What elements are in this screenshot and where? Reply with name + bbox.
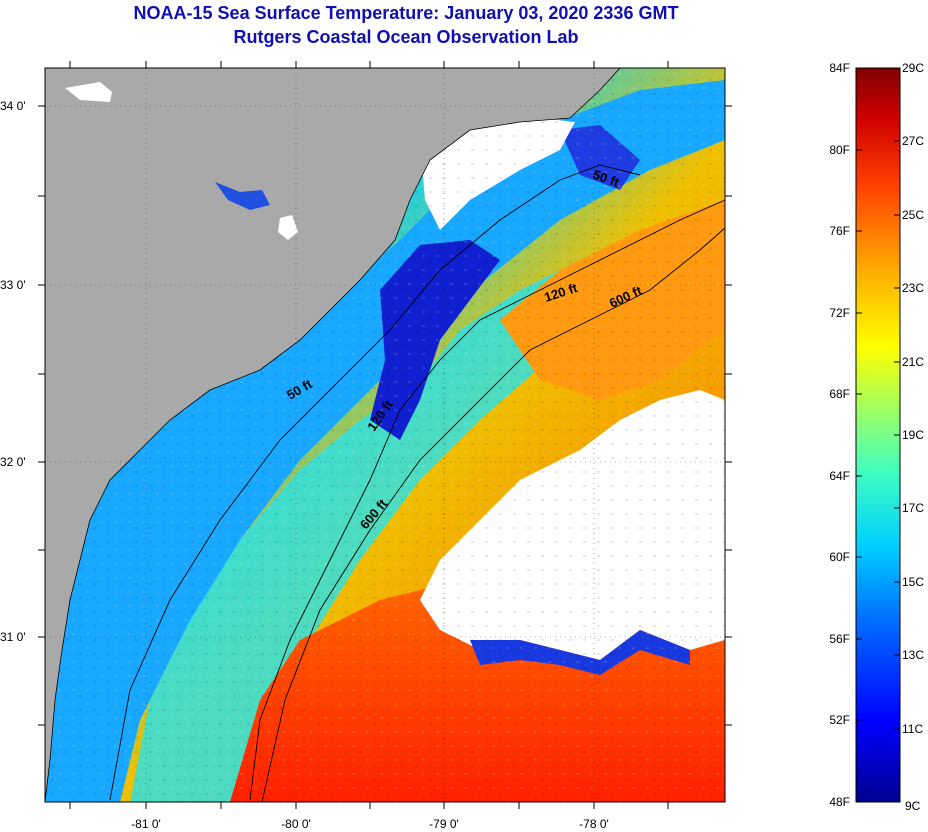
graticule bbox=[45, 68, 725, 802]
lat-label-31: 31 0' bbox=[0, 630, 26, 644]
cb-label-23c: 23C bbox=[902, 281, 924, 295]
cb-label-52f: 52F bbox=[829, 713, 850, 727]
lat-label-32: 32 0' bbox=[0, 455, 26, 469]
ticks bbox=[38, 61, 732, 809]
cb-label-84f: 84F bbox=[829, 61, 850, 75]
cb-label-27c: 27C bbox=[902, 134, 924, 148]
lat-label-33: 33 0' bbox=[0, 278, 26, 292]
lon-label-79: -79 0' bbox=[429, 817, 459, 831]
lat-label-34: 34 0' bbox=[0, 99, 26, 113]
lon-label-81: -81 0' bbox=[131, 817, 161, 831]
contour-50ft bbox=[109, 164, 641, 801]
contour-600ft bbox=[261, 227, 725, 802]
cb-label-15c: 15C bbox=[902, 575, 924, 589]
cb-label-11c: 11C bbox=[902, 722, 923, 736]
cb-label-72f: 72F bbox=[829, 306, 850, 320]
colorbar-ticks-right bbox=[894, 67, 900, 730]
cb-label-68f: 68F bbox=[829, 387, 850, 401]
cb-label-29c: 29C bbox=[902, 61, 924, 75]
cb-label-48f: 48F bbox=[829, 795, 850, 809]
colorbar-ramp bbox=[855, 67, 901, 803]
cb-label-64f: 64F bbox=[829, 469, 850, 483]
cb-label-25c: 25C bbox=[902, 208, 924, 222]
land-mass bbox=[45, 68, 620, 802]
inland-water-1 bbox=[215, 182, 270, 210]
cb-label-56f: 56F bbox=[829, 632, 850, 646]
coastline bbox=[45, 68, 621, 802]
cb-label-19c: 19C bbox=[902, 428, 924, 442]
inland-water-3 bbox=[65, 82, 112, 102]
cb-label-76f: 76F bbox=[829, 224, 850, 238]
map-frame bbox=[44, 67, 726, 803]
cb-label-80f: 80F bbox=[829, 143, 850, 157]
lon-label-80: -80 0' bbox=[281, 817, 311, 831]
cb-label-9c: 9C bbox=[905, 799, 921, 813]
colorbar: 84F 80F 76F 72F 68F 64F 60F 56F 52F 48F … bbox=[829, 61, 924, 813]
contour-120ft bbox=[249, 199, 725, 801]
cb-label-60f: 60F bbox=[829, 550, 850, 564]
lon-label-78: -78 0' bbox=[579, 817, 609, 831]
chart-title: NOAA-15 Sea Surface Temperature: January… bbox=[133, 3, 679, 23]
colorbar-ticks-left bbox=[856, 67, 862, 721]
cb-label-13c: 13C bbox=[902, 648, 924, 662]
map-panel bbox=[45, 68, 725, 802]
inland-water-2 bbox=[278, 215, 298, 240]
cb-label-17c: 17C bbox=[902, 501, 924, 515]
cb-label-21c: 21C bbox=[902, 355, 924, 369]
chart-subtitle: Rutgers Coastal Ocean Observation Lab bbox=[233, 27, 579, 47]
